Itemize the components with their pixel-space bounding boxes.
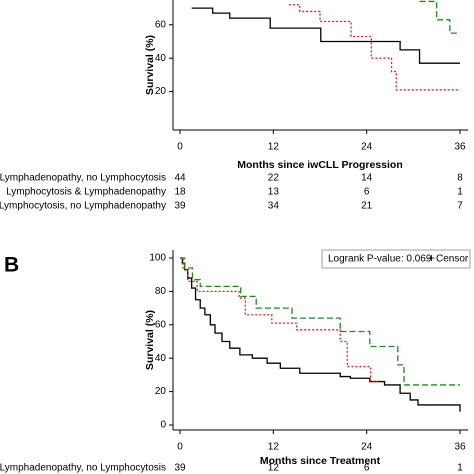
risk-count: 6 (364, 463, 370, 474)
y-tick-label: 20 (155, 86, 167, 97)
survival-curve (191, 7, 460, 64)
risk-count: 1 (457, 187, 463, 198)
risk-count: 39 (174, 201, 186, 212)
y-axis-title: Survival (%) (144, 310, 156, 370)
risk-count: 21 (361, 201, 373, 212)
survival-curve (180, 257, 461, 412)
y-tick-label: 60 (155, 19, 167, 30)
x-tick-label: 36 (454, 142, 466, 153)
risk-count: 7 (457, 201, 463, 212)
censor-label: Censor (436, 254, 469, 265)
risk-row-label: Lymphocytosis & Lymphadenopathy (6, 187, 166, 198)
x-tick-label: 24 (361, 142, 373, 153)
y-tick-label: 60 (155, 319, 167, 330)
risk-count: 12 (268, 463, 280, 474)
x-tick-label: 36 (454, 442, 466, 453)
x-tick-label: 12 (268, 442, 280, 453)
risk-count: 44 (174, 173, 186, 184)
x-tick-label: 24 (361, 442, 373, 453)
x-tick-label: 0 (177, 142, 183, 153)
risk-count: 34 (268, 201, 280, 212)
risk-count: 1 (457, 463, 463, 474)
risk-row-label: Lymphadenopathy, no Lymphocytosis (0, 173, 166, 184)
annotation: Logrank P-value: 0.069 (328, 254, 432, 265)
y-tick-label: 100 (149, 253, 166, 264)
risk-row-label: Lymphocytosis, no Lymphadenopathy (0, 201, 166, 212)
risk-count: 13 (268, 187, 280, 198)
risk-count: 39 (174, 463, 186, 474)
x-axis-title: Months since Treatment (260, 455, 381, 467)
y-tick-label: 0 (160, 420, 166, 431)
risk-count: 22 (268, 173, 280, 184)
survival-curve (288, 4, 460, 91)
risk-count: 6 (364, 187, 370, 198)
y-tick-label: 20 (155, 386, 167, 397)
risk-count: 18 (174, 187, 186, 198)
risk-row-label: Lymphadenopathy, no Lymphocytosis (0, 463, 166, 474)
annotation-box (321, 249, 471, 269)
panel-label: B (4, 254, 19, 277)
survival-curve (180, 257, 379, 383)
y-tick-label: 40 (155, 53, 167, 64)
censor-symbol: + (428, 251, 435, 265)
x-tick-label: 12 (268, 142, 280, 153)
risk-count: 8 (457, 173, 463, 184)
survival-curve (419, 0, 460, 34)
y-tick-label: 80 (155, 286, 167, 297)
y-tick-label: 40 (155, 353, 167, 364)
x-tick-label: 0 (177, 442, 183, 453)
y-axis-title: Survival (%) (144, 35, 156, 95)
x-axis-title: Months since iwCLL Progression (237, 159, 403, 171)
survival-curve (180, 257, 460, 386)
risk-count: 14 (361, 173, 373, 184)
